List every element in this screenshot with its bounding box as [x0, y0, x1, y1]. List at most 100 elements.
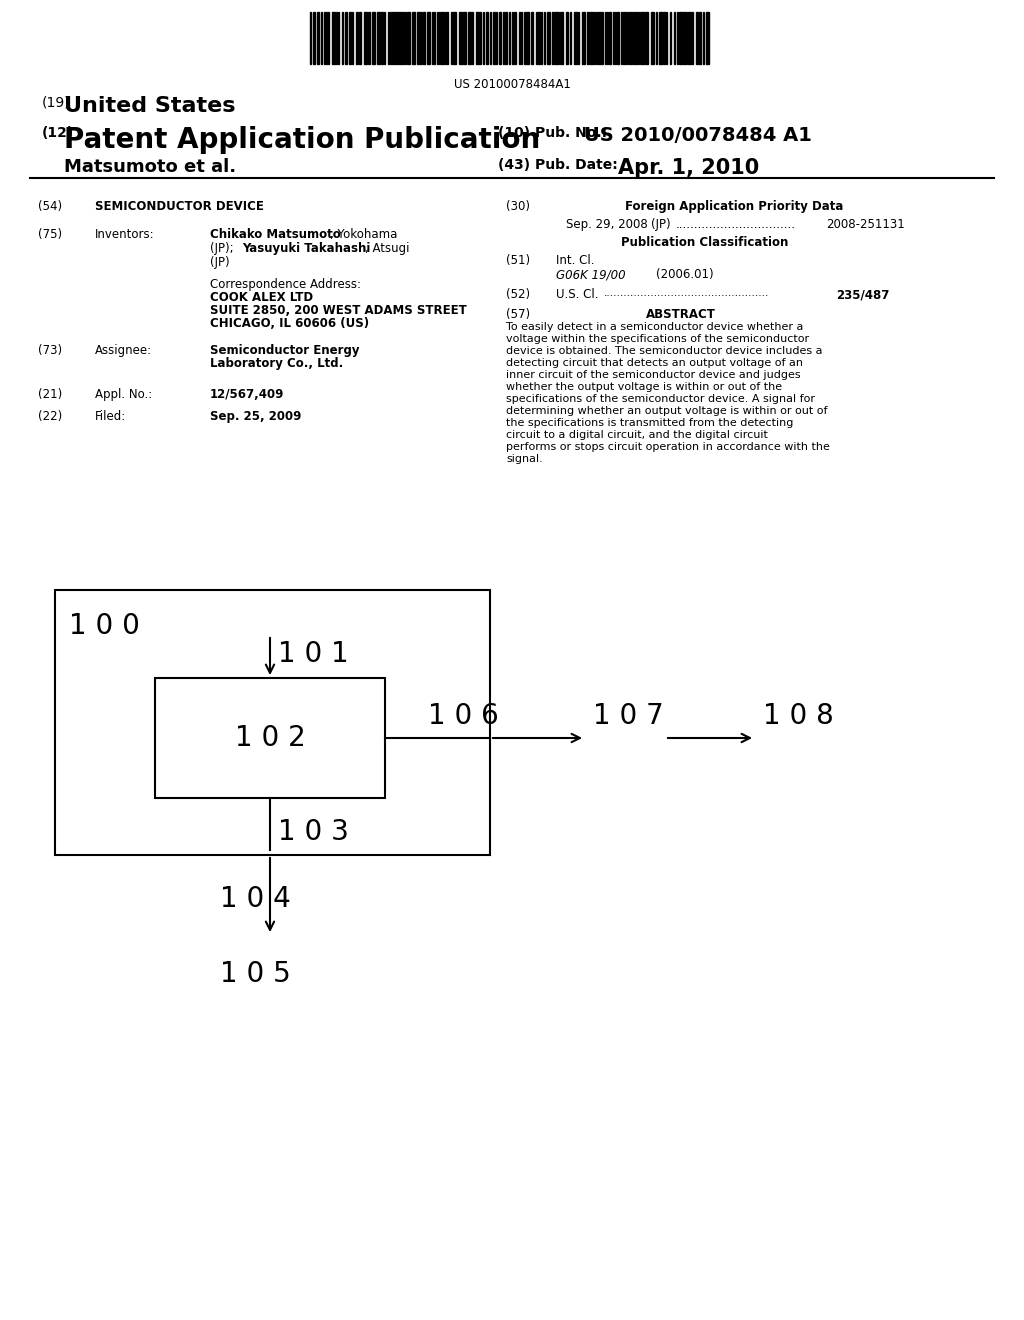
- Bar: [459, 12, 462, 63]
- Text: (19): (19): [42, 96, 71, 110]
- Bar: [356, 12, 358, 63]
- Bar: [476, 12, 479, 63]
- Text: 1 0 2: 1 0 2: [234, 723, 305, 752]
- Bar: [392, 12, 394, 63]
- Text: Yasuyuki Takahashi: Yasuyuki Takahashi: [242, 242, 371, 255]
- Text: (54): (54): [38, 201, 62, 213]
- Text: 235/487: 235/487: [836, 288, 890, 301]
- Text: US 20100078484A1: US 20100078484A1: [454, 78, 570, 91]
- Text: To easily detect in a semiconductor device whether a: To easily detect in a semiconductor devi…: [506, 322, 804, 333]
- Bar: [531, 12, 534, 63]
- Text: 2008-251131: 2008-251131: [826, 218, 905, 231]
- Text: (57): (57): [506, 308, 530, 321]
- Bar: [364, 12, 367, 63]
- Text: ................................: ................................: [676, 218, 796, 231]
- Text: Filed:: Filed:: [95, 411, 126, 422]
- Text: 1 0 5: 1 0 5: [220, 960, 291, 987]
- Bar: [417, 12, 420, 63]
- Bar: [486, 12, 488, 63]
- Text: Foreign Application Priority Data: Foreign Application Priority Data: [625, 201, 844, 213]
- Bar: [641, 12, 644, 63]
- Text: (2006.01): (2006.01): [656, 268, 714, 281]
- Text: Laboratory Co., Ltd.: Laboratory Co., Ltd.: [210, 356, 343, 370]
- Text: 1 0 0: 1 0 0: [69, 612, 140, 640]
- Text: (51): (51): [506, 253, 530, 267]
- Bar: [359, 12, 361, 63]
- Text: Apr. 1, 2010: Apr. 1, 2010: [618, 158, 759, 178]
- Bar: [630, 12, 632, 63]
- Text: (30): (30): [506, 201, 530, 213]
- Bar: [463, 12, 466, 63]
- Text: Correspondence Address:: Correspondence Address:: [210, 279, 361, 290]
- Bar: [368, 12, 370, 63]
- Text: 12/567,409: 12/567,409: [210, 388, 285, 401]
- Bar: [427, 12, 430, 63]
- Text: inner circuit of the semiconductor device and judges: inner circuit of the semiconductor devic…: [506, 370, 801, 380]
- Text: United States: United States: [63, 96, 236, 116]
- Text: G06K 19/00: G06K 19/00: [556, 268, 626, 281]
- Bar: [645, 12, 648, 63]
- Text: Patent Application Publication: Patent Application Publication: [63, 125, 541, 154]
- Bar: [538, 12, 540, 63]
- Bar: [555, 12, 558, 63]
- Bar: [679, 12, 682, 63]
- Text: (10) Pub. No.:: (10) Pub. No.:: [498, 125, 607, 140]
- Text: (12): (12): [42, 125, 75, 140]
- Text: 1 0 1: 1 0 1: [278, 640, 349, 668]
- Text: , Atsugi: , Atsugi: [365, 242, 410, 255]
- Text: Semiconductor Energy: Semiconductor Energy: [210, 345, 359, 356]
- Bar: [636, 12, 638, 63]
- Bar: [468, 12, 471, 63]
- Bar: [407, 12, 410, 63]
- Text: , Yokohama: , Yokohama: [330, 228, 397, 242]
- Bar: [706, 12, 709, 63]
- Bar: [395, 12, 397, 63]
- Text: (73): (73): [38, 345, 62, 356]
- Text: Inventors:: Inventors:: [95, 228, 155, 242]
- Bar: [377, 12, 380, 63]
- Bar: [582, 12, 585, 63]
- Text: (JP): (JP): [651, 218, 671, 231]
- Bar: [659, 12, 662, 63]
- Bar: [155, 678, 385, 799]
- Bar: [398, 12, 401, 63]
- Bar: [446, 12, 449, 63]
- Text: U.S. Cl.: U.S. Cl.: [556, 288, 598, 301]
- Text: CHICAGO, IL 60606 (US): CHICAGO, IL 60606 (US): [210, 317, 369, 330]
- Bar: [514, 12, 516, 63]
- Text: (75): (75): [38, 228, 62, 242]
- Text: specifications of the semiconductor device. A signal for: specifications of the semiconductor devi…: [506, 393, 815, 404]
- Bar: [547, 12, 550, 63]
- Text: (22): (22): [38, 411, 62, 422]
- Bar: [696, 12, 698, 63]
- Bar: [55, 590, 490, 855]
- Text: 1 0 6: 1 0 6: [427, 702, 499, 730]
- Text: US 2010/0078484 A1: US 2010/0078484 A1: [584, 125, 812, 145]
- Text: voltage within the specifications of the semiconductor: voltage within the specifications of the…: [506, 334, 809, 345]
- Text: Publication Classification: Publication Classification: [621, 236, 788, 249]
- Bar: [651, 12, 654, 63]
- Bar: [505, 12, 507, 63]
- Bar: [623, 12, 625, 63]
- Bar: [688, 12, 691, 63]
- Bar: [609, 12, 611, 63]
- Bar: [683, 12, 685, 63]
- Text: ABSTRACT: ABSTRACT: [646, 308, 716, 321]
- Text: SEMICONDUCTOR DEVICE: SEMICONDUCTOR DEVICE: [95, 201, 264, 213]
- Text: Chikako Matsumoto: Chikako Matsumoto: [210, 228, 341, 242]
- Text: 1 0 4: 1 0 4: [220, 884, 291, 913]
- Bar: [493, 12, 495, 63]
- Bar: [633, 12, 635, 63]
- Bar: [412, 12, 415, 63]
- Bar: [566, 12, 568, 63]
- Text: Sep. 25, 2009: Sep. 25, 2009: [210, 411, 301, 422]
- Text: (JP);: (JP);: [210, 242, 238, 255]
- Text: Assignee:: Assignee:: [95, 345, 153, 356]
- Text: (JP): (JP): [210, 256, 229, 269]
- Bar: [453, 12, 456, 63]
- Bar: [526, 12, 529, 63]
- Bar: [598, 12, 601, 63]
- Text: 1 0 8: 1 0 8: [763, 702, 834, 730]
- Text: device is obtained. The semiconductor device includes a: device is obtained. The semiconductor de…: [506, 346, 822, 356]
- Text: circuit to a digital circuit, and the digital circuit: circuit to a digital circuit, and the di…: [506, 430, 768, 440]
